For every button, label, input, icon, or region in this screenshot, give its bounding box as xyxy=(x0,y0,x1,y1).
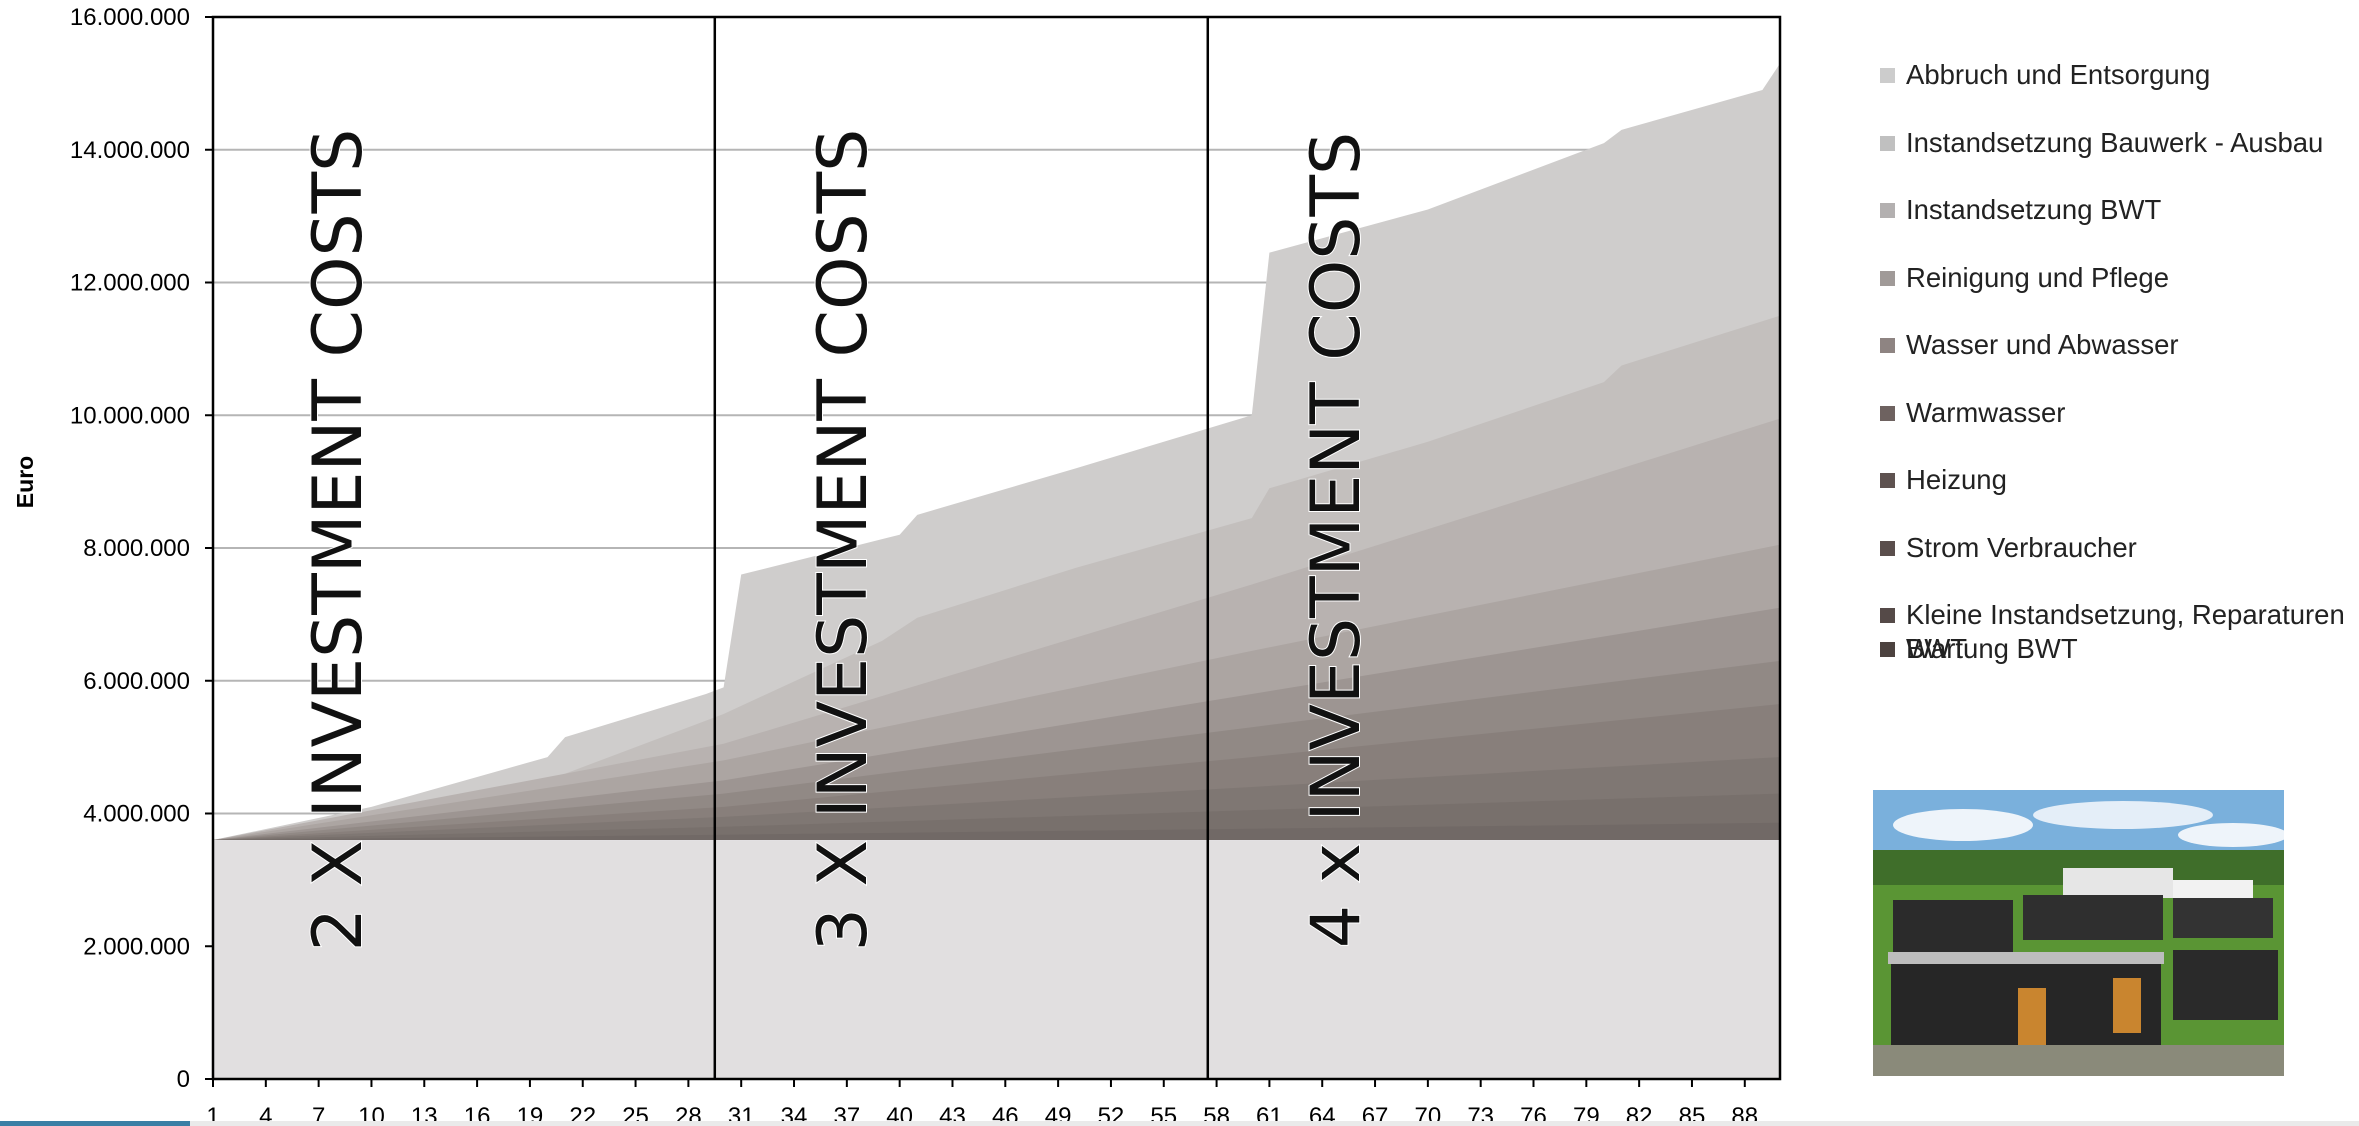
legend-label: Heizung xyxy=(1906,464,2007,495)
legend-item: Heizung xyxy=(1880,463,2350,531)
legend-item: Abbruch und Entsorgung xyxy=(1880,58,2350,126)
plot-frame xyxy=(211,15,1782,1081)
legend-label: Wasser und Abwasser xyxy=(1906,329,2179,360)
x-tick-label: 28 xyxy=(675,1103,702,1126)
legend-swatch xyxy=(1880,540,1895,556)
x-tick-label: 37 xyxy=(833,1103,860,1126)
legend-item: Instandsetzung BWT xyxy=(1880,193,2350,261)
legend-item: Wasser und Abwasser xyxy=(1880,328,2350,396)
y-axis-ticks: 16.000.000 14.000.000 12.000.000 10.000.000… xyxy=(70,4,213,1093)
x-tick-label: 85 xyxy=(1679,1103,1706,1126)
x-tick-label: 43 xyxy=(939,1103,966,1126)
x-tick-label: 52 xyxy=(1098,1103,1125,1126)
plot-border xyxy=(211,15,1782,1081)
housing-estate-photo xyxy=(1873,790,2284,1076)
y-tick-label: 14.000.000 xyxy=(70,137,190,164)
legend-item: Instandsetzung Bauwerk - Ausbau xyxy=(1880,126,2350,194)
legend-item: Kleine Instandsetzung, Reparaturen BWT xyxy=(1880,598,2350,666)
x-tick-label: 10 xyxy=(358,1103,385,1126)
x-axis-ticks: 1 4 7 10 13 16 19 22 25 28 31 34 37 40 43 46 49 52 55 58 61 6… xyxy=(206,1079,1758,1126)
x-tick-label: 67 xyxy=(1362,1103,1389,1126)
legend-item: Strom Verbraucher xyxy=(1880,531,2350,599)
x-tick-label: 40 xyxy=(886,1103,913,1126)
annotation-3x-investment: 3 X INVESTMENT COSTS xyxy=(804,129,883,952)
legend-swatch xyxy=(1880,608,1895,623)
legend-item: Reinigung und Pflege xyxy=(1880,261,2350,329)
x-tick-label: 55 xyxy=(1150,1103,1177,1126)
x-tick-label: 61 xyxy=(1256,1103,1283,1126)
y-tick-label: 0 xyxy=(177,1066,190,1093)
x-tick-label: 82 xyxy=(1626,1103,1653,1126)
x-tick-label: 64 xyxy=(1309,1103,1336,1126)
y-tick-label: 10.000.000 xyxy=(70,402,190,429)
legend-swatch xyxy=(1880,203,1895,218)
legend-swatch xyxy=(1880,270,1895,286)
legend-label: Reinigung und Pflege xyxy=(1906,261,2169,293)
x-tick-label: 1 xyxy=(206,1103,219,1126)
legend-item: Wartung BWT xyxy=(1880,632,2350,700)
x-tick-label: 16 xyxy=(464,1103,491,1126)
legend-label: Strom Verbraucher xyxy=(1906,531,2137,563)
area-series xyxy=(213,63,1780,1079)
y-tick-label: 8.000.000 xyxy=(83,535,190,562)
legend-item: Warmwasser xyxy=(1880,396,2350,464)
x-tick-label: 73 xyxy=(1467,1103,1494,1126)
legend-label: Wartung BWT xyxy=(1906,632,2078,664)
x-tick-label: 22 xyxy=(569,1103,596,1126)
x-tick-label: 25 xyxy=(622,1103,649,1126)
legend-swatch xyxy=(1880,405,1895,421)
legend-label: Instandsetzung BWT xyxy=(1906,194,2162,225)
y-tick-label: 4.000.000 xyxy=(83,801,190,828)
x-tick-label: 70 xyxy=(1415,1103,1442,1126)
legend-swatch xyxy=(1880,338,1895,353)
x-tick-label: 31 xyxy=(728,1103,755,1126)
area-series-band xyxy=(213,822,1780,841)
legend-swatch xyxy=(1880,135,1895,151)
annotation-4x-investment: 4 x INVESTMENT COSTS xyxy=(1297,132,1376,948)
x-tick-label: 49 xyxy=(1045,1103,1072,1126)
y-tick-label: 16.000.000 xyxy=(70,4,190,31)
legend-label: Warmwasser xyxy=(1906,396,2066,428)
annotation-2x-investment: 2 X INVESTMENT COSTS xyxy=(299,129,378,952)
x-tick-label: 76 xyxy=(1520,1103,1547,1126)
y-tick-label: 6.000.000 xyxy=(83,668,190,695)
y-axis-label: Euro xyxy=(12,456,38,508)
legend: Abbruch und Entsorgung Instandsetzung Bau… xyxy=(1880,58,2350,699)
legend-label: Abbruch und Entsorgung xyxy=(1906,59,2211,90)
x-tick-label: 19 xyxy=(517,1103,544,1126)
x-tick-label: 4 xyxy=(259,1103,272,1126)
y-tick-label: 12.000.000 xyxy=(70,270,190,297)
bottom-bar-accent xyxy=(0,1121,190,1126)
x-tick-label: 34 xyxy=(781,1103,808,1126)
legend-label: Kleine Instandsetzung, Reparaturen BWT xyxy=(1906,599,2345,664)
legend-label: Instandsetzung Bauwerk - Ausbau xyxy=(1906,126,2324,158)
x-tick-label: 58 xyxy=(1203,1103,1230,1126)
bottom-bar xyxy=(0,1121,2359,1126)
legend-swatch xyxy=(1880,68,1895,83)
x-tick-label: 7 xyxy=(312,1103,325,1126)
x-tick-label: 88 xyxy=(1731,1103,1758,1126)
legend-swatch xyxy=(1880,473,1895,488)
legend-swatch xyxy=(1880,641,1895,657)
y-tick-label: 2.000.000 xyxy=(83,933,190,960)
x-tick-label: 46 xyxy=(992,1103,1019,1126)
x-tick-label: 79 xyxy=(1573,1103,1600,1126)
base-investment-area xyxy=(213,840,1780,1079)
x-tick-label: 13 xyxy=(411,1103,438,1126)
